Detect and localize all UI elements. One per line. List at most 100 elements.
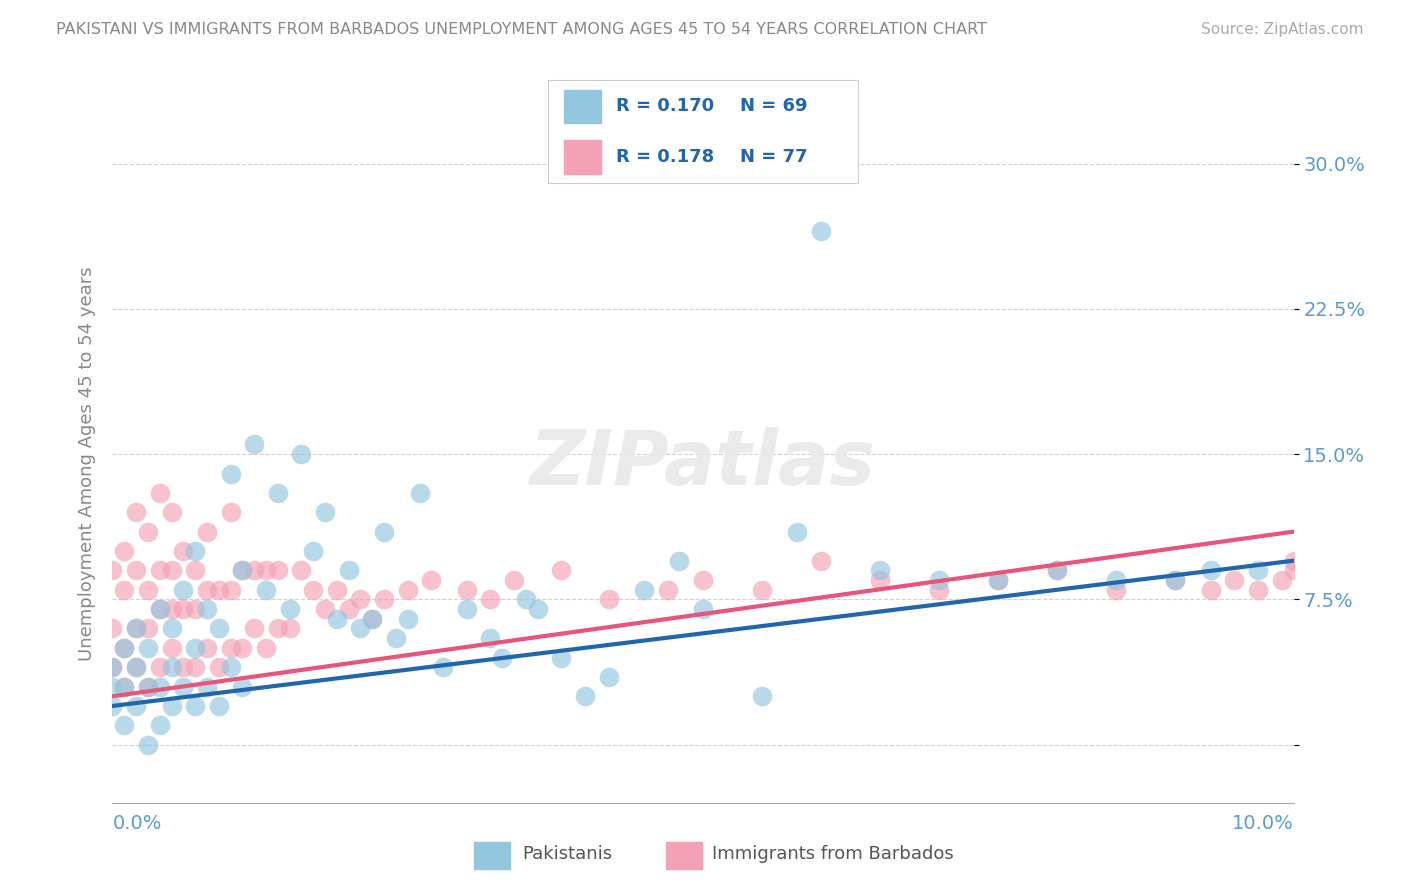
Point <box>219 467 242 481</box>
Point <box>112 640 135 655</box>
Point <box>172 544 194 558</box>
Text: N = 69: N = 69 <box>740 97 807 115</box>
Text: 0.0%: 0.0% <box>112 814 162 833</box>
Point <box>136 738 159 752</box>
Point <box>160 563 183 577</box>
Point <box>385 631 408 645</box>
Point <box>810 224 832 238</box>
Point <box>195 640 218 655</box>
Point <box>136 524 159 539</box>
Point <box>290 447 312 461</box>
Point <box>149 680 172 694</box>
Point <box>267 622 290 636</box>
Point <box>810 554 832 568</box>
Point <box>1199 582 1222 597</box>
Point <box>987 573 1010 587</box>
Point <box>668 554 690 568</box>
Point <box>101 660 124 674</box>
Point <box>692 602 714 616</box>
Point <box>1199 563 1222 577</box>
Point <box>136 622 159 636</box>
Point <box>278 602 301 616</box>
Point <box>456 582 478 597</box>
Point <box>373 592 395 607</box>
Point <box>160 698 183 713</box>
Point <box>1282 563 1305 577</box>
Point <box>987 573 1010 587</box>
Point <box>314 505 336 519</box>
Point <box>184 602 207 616</box>
Point <box>101 680 124 694</box>
Point <box>503 573 526 587</box>
Point <box>112 718 135 732</box>
Text: 10.0%: 10.0% <box>1232 814 1294 833</box>
Point <box>160 505 183 519</box>
Point <box>373 524 395 539</box>
Point <box>633 582 655 597</box>
Point <box>692 573 714 587</box>
Point <box>928 573 950 587</box>
Point <box>219 660 242 674</box>
Point <box>125 698 148 713</box>
Point <box>278 622 301 636</box>
Point <box>302 544 325 558</box>
Point <box>456 602 478 616</box>
Point <box>160 622 183 636</box>
Point <box>184 563 207 577</box>
Point <box>184 660 207 674</box>
Point <box>219 582 242 597</box>
Point <box>928 582 950 597</box>
Point <box>149 602 172 616</box>
Point <box>219 505 242 519</box>
Point <box>101 698 124 713</box>
Point <box>160 660 183 674</box>
Bar <box>474 842 509 869</box>
Point <box>160 602 183 616</box>
Point <box>136 680 159 694</box>
Bar <box>666 842 702 869</box>
Point <box>149 718 172 732</box>
Point <box>112 680 135 694</box>
Point <box>326 612 349 626</box>
Point <box>149 660 172 674</box>
Point <box>254 563 277 577</box>
Text: N = 77: N = 77 <box>740 148 807 166</box>
Point <box>598 670 620 684</box>
Point <box>751 582 773 597</box>
Point <box>1247 563 1270 577</box>
Point <box>243 622 266 636</box>
Point <box>408 486 430 500</box>
Point <box>101 622 124 636</box>
Point <box>550 650 572 665</box>
Point <box>112 582 135 597</box>
Point <box>1046 563 1069 577</box>
Text: Immigrants from Barbados: Immigrants from Barbados <box>711 845 953 863</box>
Point <box>526 602 548 616</box>
Point <box>515 592 537 607</box>
Point <box>396 612 419 626</box>
Point <box>361 612 384 626</box>
Point <box>195 602 218 616</box>
Point <box>550 563 572 577</box>
Point <box>184 640 207 655</box>
Text: R = 0.178: R = 0.178 <box>616 148 714 166</box>
Point <box>326 582 349 597</box>
Point <box>1271 573 1294 587</box>
Point <box>349 622 371 636</box>
Point <box>219 640 242 655</box>
Point <box>1046 563 1069 577</box>
Point <box>195 582 218 597</box>
Point <box>869 563 891 577</box>
Point <box>1164 573 1187 587</box>
Point <box>208 582 231 597</box>
Text: PAKISTANI VS IMMIGRANTS FROM BARBADOS UNEMPLOYMENT AMONG AGES 45 TO 54 YEARS COR: PAKISTANI VS IMMIGRANTS FROM BARBADOS UN… <box>56 22 987 37</box>
Point <box>243 563 266 577</box>
Y-axis label: Unemployment Among Ages 45 to 54 years: Unemployment Among Ages 45 to 54 years <box>77 267 96 661</box>
Point <box>195 524 218 539</box>
Point <box>231 640 253 655</box>
Point <box>657 582 679 597</box>
Point <box>125 622 148 636</box>
Point <box>337 563 360 577</box>
Point <box>869 573 891 587</box>
Point <box>125 622 148 636</box>
